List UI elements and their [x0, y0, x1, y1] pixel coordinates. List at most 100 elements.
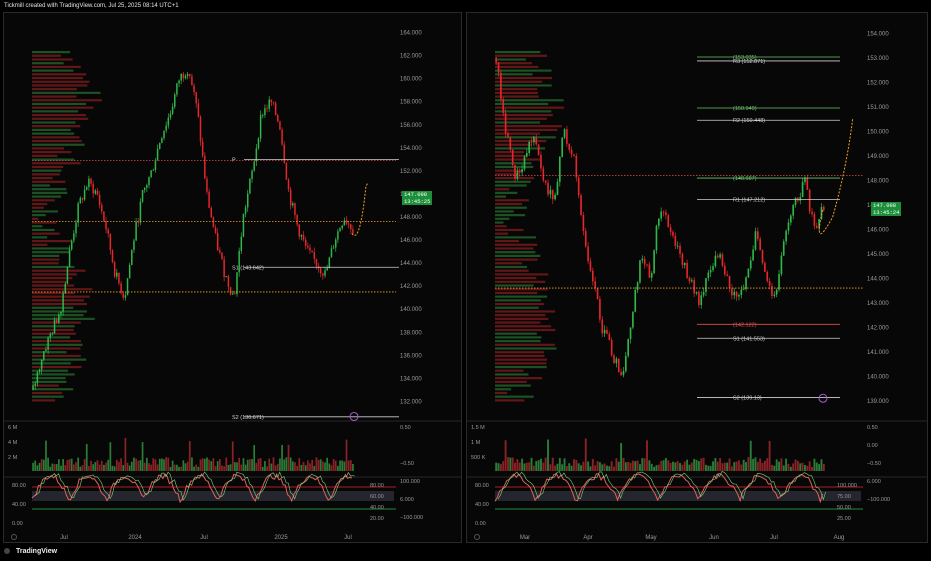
pivot-level-label: (142.122) — [733, 322, 757, 328]
candle-body — [648, 264, 651, 278]
candle-body — [107, 229, 109, 234]
volume-profile-bar — [32, 69, 74, 72]
candle-body — [146, 185, 148, 188]
candle-body — [131, 249, 133, 265]
volume-profile-bar — [32, 147, 64, 150]
candle-body — [148, 177, 150, 186]
volume-bar — [105, 462, 107, 471]
volume-bar — [257, 458, 260, 471]
volume-bar — [525, 462, 528, 471]
volume-bar — [681, 464, 684, 471]
volume-bar — [606, 465, 608, 471]
volume-bar — [615, 458, 618, 471]
volume-profile-bar — [32, 247, 70, 250]
volume-bar — [721, 463, 724, 471]
candle-body — [822, 207, 825, 210]
volume-bar — [216, 461, 219, 471]
candle-body — [103, 211, 105, 222]
volume-profile-bar — [495, 236, 537, 239]
candle-body — [738, 294, 740, 297]
candle-body — [62, 293, 64, 312]
candle-body — [66, 266, 69, 284]
candle-body — [279, 121, 281, 130]
volume-bar — [653, 466, 656, 471]
volume-profile-bar — [32, 325, 75, 328]
volume-profile-bar — [495, 273, 549, 276]
volume-bar — [300, 464, 303, 471]
volume-bar — [563, 458, 566, 471]
volume-profile-bar — [495, 128, 558, 132]
volume-bar — [518, 462, 521, 471]
volume-bar — [730, 466, 733, 471]
volume-bar — [712, 461, 714, 471]
volume-bar — [657, 464, 660, 471]
candle-body — [624, 355, 627, 372]
candle-body — [161, 138, 163, 143]
volume-profile-bar — [32, 347, 81, 350]
volume-bar — [554, 465, 557, 471]
candle-body — [229, 287, 232, 295]
volume-bar — [629, 462, 632, 471]
volume-profile-bar — [495, 299, 541, 302]
pivot-level-label: R2 (150.448) — [733, 118, 765, 124]
left-price-countdown: 13:45:25 — [404, 198, 431, 205]
candle-body — [296, 215, 298, 225]
candle-body — [343, 220, 346, 226]
candle-body — [561, 137, 564, 157]
volume-bar — [289, 457, 292, 471]
candle-body — [238, 250, 240, 273]
y-tick-label: 134.000 — [400, 376, 422, 382]
volume-tick-label: 500 K — [471, 455, 486, 461]
volume-bar — [36, 465, 39, 471]
y-tick-label: 158.000 — [400, 100, 422, 106]
volume-bar — [191, 457, 193, 471]
candle-body — [287, 179, 290, 190]
volume-tick-label: 4 M — [8, 440, 18, 446]
candle-body — [98, 194, 101, 205]
volume-bar — [643, 458, 646, 471]
candle-body — [617, 358, 620, 373]
volume-bar — [556, 463, 559, 471]
volume-bar — [88, 466, 90, 471]
volume-bar — [143, 462, 146, 471]
candle-body — [629, 327, 632, 340]
volume-bar — [83, 459, 86, 471]
candle-body — [298, 224, 301, 237]
candle-body — [655, 225, 658, 251]
candle-body — [223, 259, 225, 278]
volume-profile-bar — [495, 369, 524, 372]
candle-body — [641, 258, 644, 261]
volume-profile-bar — [32, 362, 71, 365]
candle-body — [240, 236, 243, 251]
candle-body — [236, 272, 238, 295]
volume-bar — [53, 464, 56, 471]
volume-bar — [782, 465, 785, 471]
volume-profile-bar — [495, 258, 538, 261]
volume-profile-bar — [32, 121, 76, 124]
candle-body — [768, 281, 771, 286]
chart-panel-right[interactable]: 154.000 153.000 152.000 151.000 150.000 149.0… — [466, 12, 928, 543]
candle-body — [313, 252, 316, 259]
y-tick-label: 164.000 — [400, 31, 422, 37]
candle-body — [707, 272, 710, 279]
volume-profile-bar — [495, 147, 546, 150]
chart-panel-left[interactable]: 164.000 162.000 160.000 158.000 156.000 154.0… — [3, 12, 462, 543]
volume-bar — [315, 457, 318, 471]
volume-profile-bar — [32, 380, 67, 383]
y-tick-label: 146.000 — [400, 238, 422, 244]
volume-bar — [547, 439, 549, 471]
volume-bar — [38, 462, 41, 471]
volume-profile-bar — [32, 243, 48, 246]
projection-arrow — [818, 118, 854, 235]
volume-bar — [184, 463, 187, 471]
candle-body — [133, 240, 135, 250]
candle-body — [615, 358, 618, 364]
volume-profile-bar — [495, 84, 552, 87]
candle-body — [167, 117, 170, 126]
volume-bar — [57, 459, 60, 471]
candle-body — [672, 231, 674, 236]
volume-profile-bar — [495, 336, 542, 339]
candle-body — [547, 182, 549, 195]
candle-body — [174, 94, 176, 107]
volume-bar — [565, 466, 568, 471]
